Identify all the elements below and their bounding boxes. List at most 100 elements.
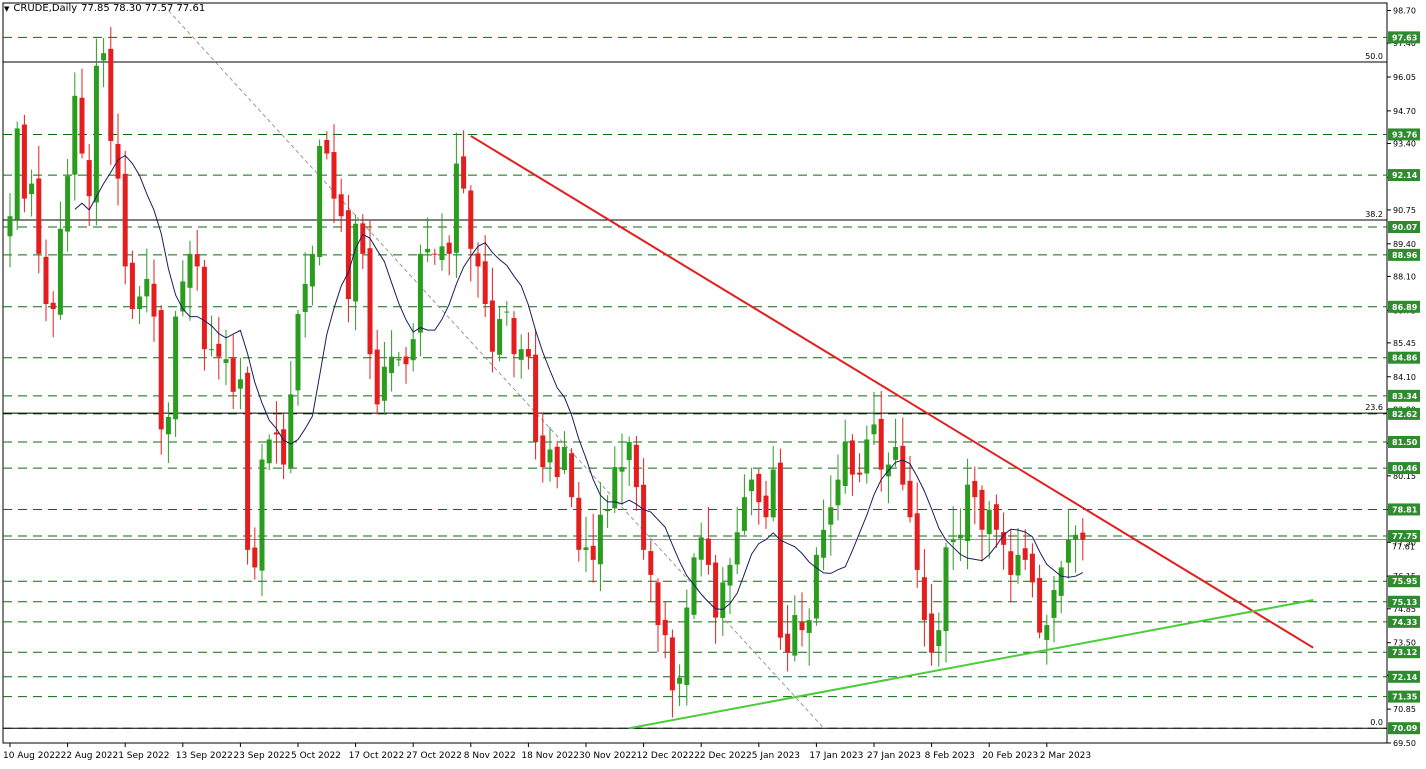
- candle-body: [921, 577, 927, 621]
- candle-body: [353, 223, 359, 302]
- level-price-label: 88.96: [1392, 251, 1418, 260]
- level-price-box: [1388, 503, 1420, 516]
- chart-header: ▼ CRUDE,Daily 77.85 78.30 77.57 77.61: [4, 3, 205, 14]
- level-price-box: [1388, 221, 1420, 234]
- candle-body: [158, 310, 164, 430]
- candle-body: [180, 281, 186, 312]
- candle-body: [770, 469, 776, 518]
- support-trendline: [629, 599, 1314, 730]
- candle-body: [763, 495, 769, 518]
- x-tick-label: 23 Sep 2022: [233, 751, 290, 761]
- y-tick-label: 85.45: [1393, 339, 1416, 348]
- y-tick-label: 98.70: [1393, 7, 1416, 16]
- candle-body: [93, 65, 99, 203]
- collapse-triangle-icon[interactable]: ▼: [4, 4, 10, 13]
- candle-body: [943, 547, 949, 632]
- x-tick-label: 8 Feb 2023: [925, 751, 975, 761]
- candle-body: [907, 480, 913, 518]
- candle-body: [540, 435, 546, 468]
- level-price-box: [1388, 435, 1420, 448]
- level-price-label: 72.14: [1392, 673, 1418, 682]
- y-tick-label: 74.85: [1393, 605, 1416, 614]
- candle-body: [381, 366, 387, 401]
- candle-body: [439, 246, 445, 261]
- candle-body: [209, 349, 215, 351]
- candle-body: [612, 467, 618, 509]
- candle-body: [144, 278, 150, 297]
- candle-body: [7, 216, 13, 237]
- candle-body: [230, 358, 236, 392]
- candle-body: [1044, 625, 1050, 640]
- candle-body: [533, 354, 539, 442]
- x-tick-label: 5 Jan 2023: [752, 751, 800, 761]
- candle-body: [288, 394, 294, 468]
- candle-body: [252, 547, 258, 568]
- level-price-label: 86.89: [1392, 303, 1418, 312]
- candle-body: [756, 473, 762, 503]
- candle-body: [1001, 532, 1007, 545]
- candle-body: [281, 429, 287, 465]
- candle-body: [86, 160, 92, 197]
- y-tick-label: 69.50: [1393, 739, 1416, 748]
- candle-body: [324, 139, 330, 154]
- candle-body: [1037, 577, 1043, 633]
- candle-body: [489, 300, 495, 352]
- candle-body: [777, 462, 783, 638]
- level-price-label: 93.76: [1392, 130, 1418, 139]
- candle-body: [302, 283, 308, 313]
- candle-body: [504, 311, 510, 313]
- candle-body: [309, 253, 315, 287]
- fib-label: 0.0: [1370, 718, 1383, 727]
- candle-body: [295, 314, 301, 391]
- candle-body: [569, 453, 575, 498]
- candle-body: [900, 445, 906, 485]
- candle-body: [475, 253, 481, 267]
- candle-body: [79, 97, 85, 154]
- level-price-label: 92.14: [1392, 171, 1418, 180]
- candle-body: [259, 459, 265, 571]
- candle-body: [360, 223, 366, 254]
- fib-label: 50.0: [1365, 52, 1383, 61]
- candle-body: [101, 53, 107, 61]
- x-tick-label: 13 Sep 2022: [176, 751, 233, 761]
- candle-body: [871, 424, 877, 435]
- level-price-label: 78.81: [1392, 505, 1418, 514]
- candle-body: [367, 248, 373, 355]
- candle-body: [957, 534, 963, 539]
- candle-body: [122, 173, 128, 267]
- candle-body: [223, 359, 229, 363]
- x-tick-label: 5 Oct 2022: [291, 751, 341, 761]
- level-price-box: [1388, 31, 1420, 44]
- x-tick-label: 22 Aug 2022: [61, 751, 119, 761]
- candle-body: [669, 637, 675, 691]
- candle-body: [518, 349, 524, 360]
- candle-body: [641, 484, 647, 550]
- candle-body: [1073, 534, 1079, 540]
- level-price-box: [1388, 128, 1420, 141]
- candle-body: [741, 497, 747, 531]
- candle-body: [806, 620, 812, 633]
- y-tick-label: 70.85: [1393, 705, 1416, 714]
- level-price-label: 80.46: [1392, 464, 1418, 473]
- y-tick-label: 96.05: [1393, 73, 1416, 82]
- candle-body: [662, 619, 668, 636]
- level-price-box: [1388, 462, 1420, 475]
- candle-body: [799, 622, 805, 631]
- candle-body: [813, 554, 819, 619]
- candle-body: [201, 266, 207, 350]
- level-price-box: [1388, 248, 1420, 261]
- candle-body: [842, 441, 848, 487]
- candle-body: [237, 379, 243, 389]
- level-price-box: [1388, 530, 1420, 543]
- candle-body: [993, 504, 999, 530]
- y-tick-label: 88.10: [1393, 272, 1416, 281]
- candle-body: [547, 449, 553, 463]
- level-price-box: [1388, 670, 1420, 683]
- current-price-label: 77.61: [1392, 543, 1415, 552]
- x-tick-label: 1 Sep 2022: [118, 751, 169, 761]
- candle-body: [1051, 589, 1057, 618]
- candle-body: [713, 562, 719, 618]
- x-tick-label: 22 Dec 2022: [694, 751, 752, 761]
- candle-body: [878, 418, 884, 470]
